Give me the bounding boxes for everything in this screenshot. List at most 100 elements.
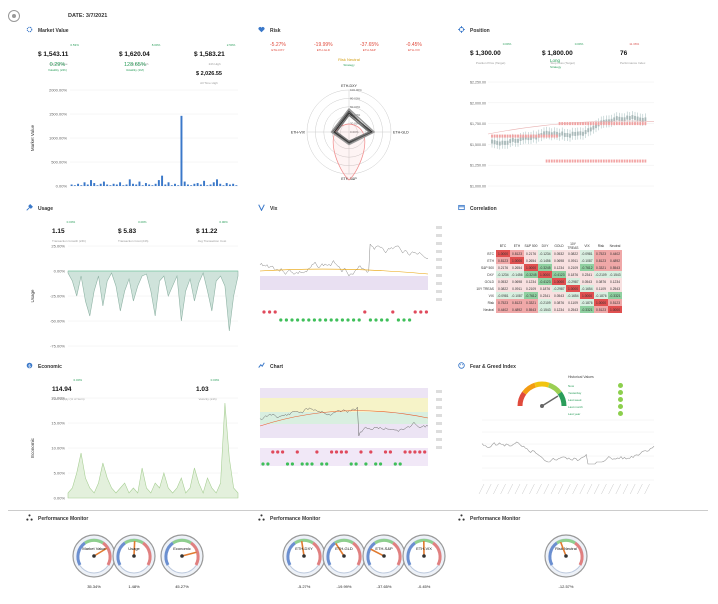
signal-dot: [339, 450, 343, 454]
fear-greed-panel: Fear & Greed Index Historical Values Now…: [456, 362, 660, 506]
corr-cell: -0.1456: [538, 257, 552, 264]
corr-cell: -0.4123: [552, 271, 566, 278]
corr-cell: 1.0000: [580, 292, 594, 299]
mv-stat-ath2: $ 2,026.55 All Time High: [196, 71, 222, 85]
scale-tick: [436, 226, 442, 229]
radar-ring-label: 80.00%: [350, 96, 361, 100]
target-marker: [608, 122, 610, 126]
target-marker: [548, 134, 551, 138]
bar: [203, 180, 206, 186]
corr-cell: 0.2341: [580, 271, 594, 278]
fear-greed-line-chart: [478, 419, 655, 495]
gauge-hub: [180, 554, 184, 558]
candle: [582, 131, 584, 136]
bar: [164, 184, 167, 186]
target-marker: [582, 122, 584, 126]
stop-marker: [608, 159, 610, 163]
svg-text:$: $: [28, 363, 31, 368]
target-marker: [569, 122, 571, 126]
candle: [615, 116, 618, 121]
bar: [122, 185, 125, 186]
signal-dot: [262, 310, 266, 314]
economic-panel: $ Economic 114.940.00% Fees Supply (% of S…: [24, 362, 244, 506]
position-side: Long: [550, 58, 561, 63]
y-tick-label: 0.00%: [54, 496, 66, 501]
bar: [222, 185, 225, 186]
bar: [186, 184, 189, 186]
table-row: BTC 1.0000 0.8123 0.2176 -0.1234 0.0532 0.0822…: [474, 250, 622, 257]
bar: [154, 183, 157, 186]
signal-dot: [329, 318, 333, 322]
corr-cell: -0.3321: [580, 306, 594, 313]
candle: [530, 135, 532, 140]
target-marker: [587, 122, 590, 126]
stop-marker: [571, 159, 574, 163]
stop-marker: [618, 159, 621, 163]
performance-gauge: ETH-VIX: [402, 534, 446, 578]
gauge-value: -19.99%: [336, 584, 352, 589]
app-logo-icon[interactable]: [8, 10, 20, 22]
corr-row-header: S&P 500: [481, 265, 494, 270]
signal-dot: [290, 462, 294, 466]
legend-label: Now: [568, 383, 575, 388]
x-tick: [486, 483, 492, 495]
corr-cell: -0.1654: [580, 285, 594, 292]
bar: [141, 185, 144, 186]
risk-stat-sp: -37.65% ETH-S&P: [360, 42, 379, 52]
corr-cell: 0.3321: [524, 299, 538, 306]
gauge-band-high: [574, 541, 584, 566]
stop-marker: [561, 159, 564, 163]
legend-label: Yesterday: [568, 390, 582, 395]
bar: [170, 185, 173, 186]
signal-dot: [385, 318, 389, 322]
candle: [491, 139, 493, 144]
gauge-band-low: [116, 541, 126, 566]
scale-tick: [436, 258, 442, 261]
candle: [574, 131, 577, 136]
target-marker: [514, 134, 517, 138]
gear-icon: [26, 26, 33, 33]
candle: [628, 116, 631, 121]
gauge-needle: [133, 540, 136, 557]
risk-strategy: Strategy: [343, 63, 355, 67]
bar: [183, 181, 186, 186]
signal-dot: [266, 462, 270, 466]
corr-cell: 0.2109: [524, 285, 538, 292]
target-marker: [636, 122, 639, 126]
target-marker: [618, 122, 621, 126]
performance-gauge: Market Value: [72, 534, 116, 578]
corr-cell: 0.0543: [580, 278, 594, 285]
scale-tick: [436, 250, 442, 253]
y-tick-label: 0.00%: [56, 184, 68, 189]
legend-dot: [618, 383, 623, 388]
candle: [506, 140, 509, 145]
gauge-value: -12.57%: [558, 584, 574, 589]
candle: [527, 136, 530, 141]
radar-axis-label: ETH-DXY: [341, 84, 357, 88]
bar: [90, 180, 92, 186]
corr-cell: 0.2341: [538, 292, 552, 299]
corr-cell: 0.0698: [552, 257, 566, 264]
target-marker: [501, 134, 504, 138]
gauge-segment: [547, 382, 562, 395]
correlation-title: Correlation: [458, 204, 497, 212]
signal-dot: [357, 318, 361, 322]
gauge-label: Usage: [128, 546, 140, 551]
scale-tick: [436, 266, 442, 269]
signal-dot: [408, 450, 412, 454]
corr-row-header: Risk: [487, 300, 494, 305]
band-osc: [260, 448, 428, 466]
target-marker: [511, 134, 514, 138]
signal-dot: [413, 310, 417, 314]
band-mid: [260, 398, 428, 412]
signal-dot: [424, 310, 428, 314]
candle: [561, 131, 564, 136]
corr-cell: 0.8123: [510, 299, 524, 306]
usage-area: [67, 270, 239, 332]
candle: [501, 140, 504, 145]
corr-cell: 0.2654: [524, 257, 538, 264]
signal-dot: [349, 462, 353, 466]
bar: [174, 183, 176, 186]
target-marker: [589, 122, 592, 126]
signal-dot: [307, 318, 311, 322]
